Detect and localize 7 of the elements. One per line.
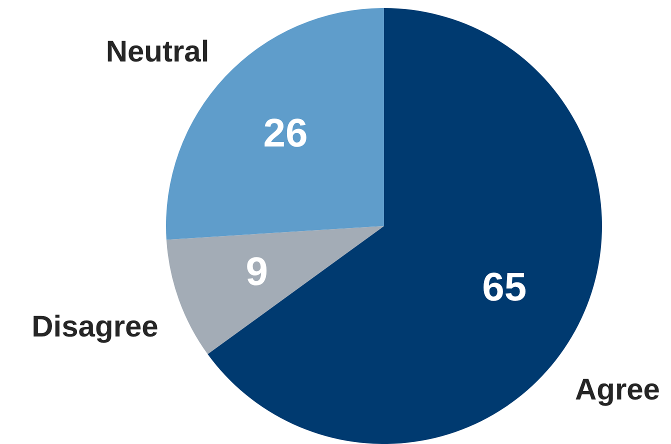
- slice-label: Neutral: [106, 35, 210, 68]
- pie-slice: [166, 226, 384, 354]
- data-label: 65: [482, 265, 527, 310]
- data-label: 26: [263, 111, 308, 156]
- data-label: 9: [246, 250, 268, 294]
- slice-label: Disagree: [32, 310, 158, 344]
- slice-label: Agree: [574, 373, 660, 406]
